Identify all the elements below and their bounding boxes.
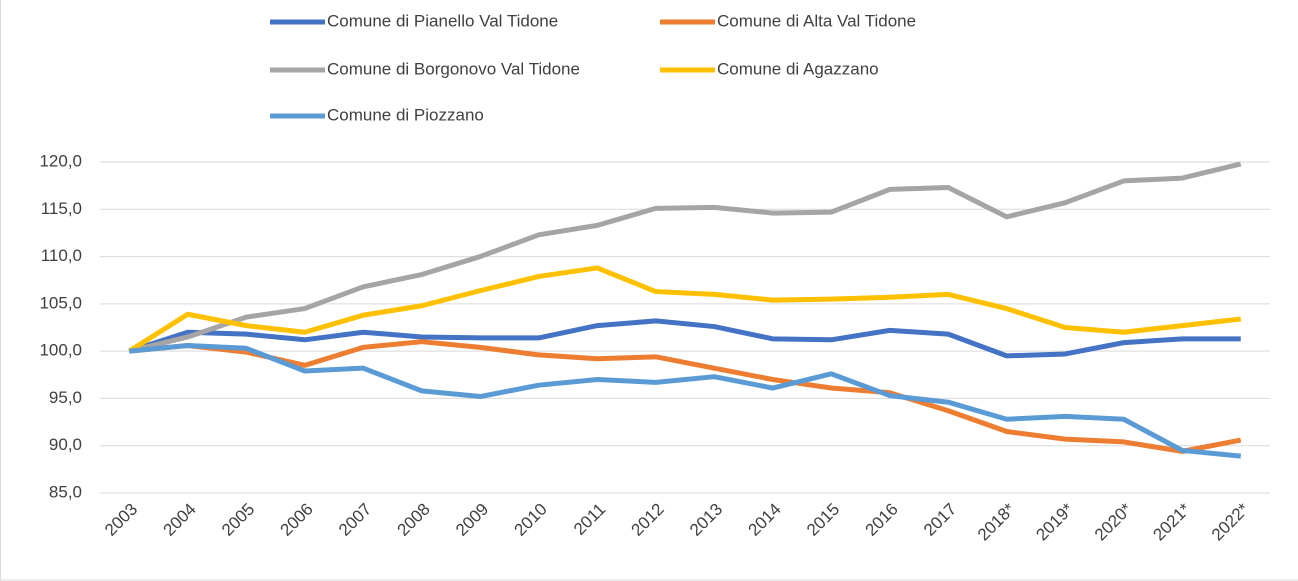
legend-label: Comune di Pianello Val Tidone [327,11,558,30]
x-tick-label: 2011 [570,500,609,539]
x-tick-label: 2003 [101,500,141,540]
x-tick-label: 2008 [394,500,434,540]
y-tick-label: 90,0 [49,435,82,454]
y-tick-label: 110,0 [41,246,82,265]
legend-label: Comune di Borgonovo Val Tidone [327,59,580,78]
x-tick-label: 2015 [803,500,843,540]
legend-label: Comune di Alta Val Tidone [717,11,916,30]
x-tick-label: 2019* [1032,499,1077,544]
series-line [129,342,1241,459]
x-tick-label: 2017 [920,500,960,540]
series-line [128,161,1242,354]
series-line [127,265,1242,354]
y-tick-label: 85,0 [49,482,82,501]
x-tick-label: 2009 [452,500,492,540]
series-line [128,318,1241,359]
x-tick-label: 2005 [218,500,258,540]
x-tick-label: 2013 [686,500,726,540]
y-tick-label: 95,0 [49,388,82,407]
x-tick-label: 2016 [862,500,902,540]
x-tick-label: 2021* [1149,499,1194,544]
y-tick-label: 120,0 [39,151,82,170]
legend-label: Comune di Agazzano [717,59,879,78]
x-tick-label: 2014 [745,500,785,540]
x-tick-label: 2004 [160,500,200,540]
x-tick-label: 2022* [1208,499,1253,544]
x-tick-label: 2006 [277,500,317,540]
y-tick-label: 115,0 [41,199,82,218]
x-tick-label: 2007 [335,500,375,540]
y-tick-label: 100,0 [39,341,82,360]
x-tick-label: 2018* [974,499,1019,544]
y-tick-label: 105,0 [39,293,82,312]
series-line [129,339,1242,454]
x-tick-label: 2020* [1091,499,1136,544]
x-tick-label: 2012 [628,500,668,540]
legend-label: Comune di Piozzano [327,105,484,124]
x-tick-label: 2010 [511,500,551,540]
